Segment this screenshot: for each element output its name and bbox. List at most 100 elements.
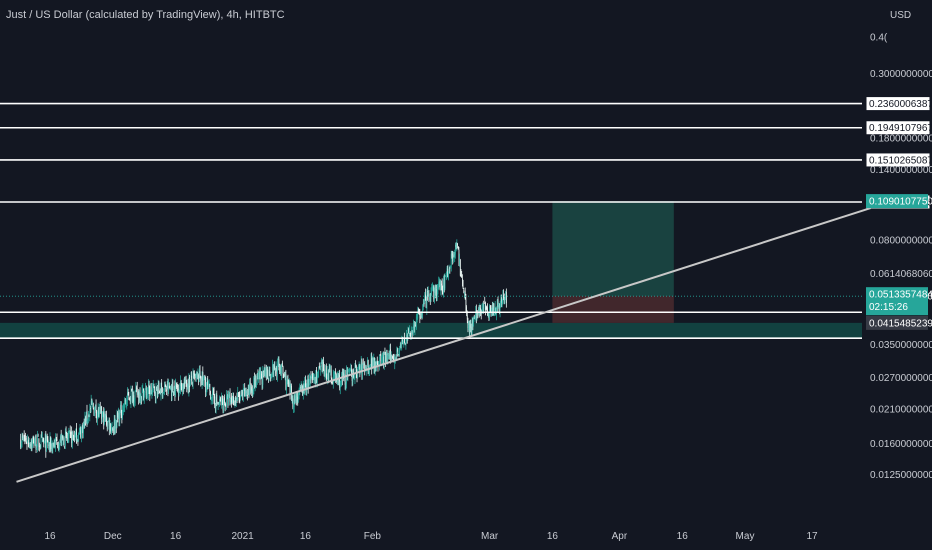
candle-body	[452, 254, 454, 261]
candle	[177, 384, 179, 401]
candle	[334, 371, 336, 379]
candle-body	[229, 394, 231, 402]
candle-body	[459, 259, 461, 265]
candle	[117, 407, 119, 419]
candle-body	[484, 302, 486, 304]
candle-body	[445, 273, 447, 276]
candle-body	[235, 398, 237, 402]
candle-body	[279, 365, 281, 373]
candle	[353, 374, 355, 380]
candle-body	[256, 382, 257, 387]
candle-body	[152, 388, 153, 390]
candle	[86, 404, 88, 427]
candle-body	[351, 369, 352, 372]
candle	[223, 398, 225, 414]
candle-body	[455, 244, 457, 248]
candle	[236, 392, 238, 403]
candle	[126, 395, 128, 410]
candle-body	[362, 362, 364, 365]
candle	[44, 433, 46, 448]
candle	[480, 309, 482, 320]
candle	[171, 378, 173, 401]
candle-body	[358, 364, 360, 368]
candle	[227, 390, 229, 408]
candle-body	[194, 373, 195, 376]
candle-body	[432, 286, 434, 288]
position-profit-zone[interactable]	[552, 201, 674, 297]
candle-body	[397, 352, 399, 354]
time-axis[interactable]: 16 Dec 16 2021 16 Feb Mar 16 Apr 16 May 17	[44, 531, 818, 542]
candle-body	[307, 379, 308, 390]
candle-body	[71, 431, 73, 444]
candle-body	[421, 313, 423, 315]
candle	[149, 385, 151, 402]
position-loss-zone[interactable]	[552, 296, 674, 323]
candle	[217, 401, 219, 411]
candle	[80, 426, 82, 439]
candle-body	[436, 287, 438, 296]
candle	[429, 296, 431, 301]
support-zone[interactable]	[0, 322, 862, 339]
candle	[104, 408, 105, 426]
candle-body	[242, 388, 244, 396]
candle-body	[122, 411, 123, 417]
position-tool-group[interactable]	[552, 201, 674, 323]
candle-body	[274, 366, 276, 369]
candle-body	[43, 442, 45, 444]
candle	[372, 357, 374, 368]
candle	[25, 432, 26, 442]
candle-body	[128, 397, 130, 400]
trend-line-group[interactable]	[16, 207, 871, 483]
candle-body	[57, 442, 59, 448]
candle-body	[474, 317, 476, 319]
candle-body	[240, 395, 241, 398]
candle-body	[353, 377, 355, 379]
candle	[505, 288, 507, 308]
candle	[292, 395, 294, 410]
candle	[174, 380, 176, 401]
candle	[261, 371, 262, 379]
candle	[82, 422, 84, 439]
candle	[288, 379, 290, 388]
candle-body	[476, 311, 478, 319]
candle-body	[294, 395, 296, 401]
trend-line[interactable]	[16, 207, 871, 483]
candle-body	[81, 426, 83, 428]
candle-body	[264, 368, 266, 376]
candle	[207, 375, 209, 390]
candle-body	[426, 292, 428, 310]
candle	[367, 359, 369, 374]
candle-body	[77, 438, 79, 441]
candle-body	[33, 438, 35, 446]
candle	[328, 363, 330, 383]
candle	[421, 312, 423, 320]
candle	[316, 366, 317, 384]
candle	[154, 391, 156, 404]
candle	[161, 386, 163, 399]
candle	[502, 289, 504, 305]
candle-body	[161, 382, 163, 388]
candle-body	[182, 383, 183, 390]
candle-body	[27, 439, 29, 443]
candle	[68, 427, 70, 443]
candle-body	[210, 398, 212, 400]
candle-body	[300, 387, 301, 388]
candle	[376, 356, 378, 366]
candle-body	[429, 297, 431, 298]
candle	[463, 287, 465, 294]
candle	[358, 364, 359, 372]
candle-body	[428, 293, 430, 298]
candle-body	[103, 412, 105, 426]
candle-body	[491, 308, 493, 312]
candle	[258, 370, 260, 383]
candle-body	[112, 428, 114, 431]
candle	[468, 321, 470, 331]
price-axis[interactable]: 0.4(0.3000000000 0.1800000000 0.1400000000…	[870, 32, 932, 481]
candle	[138, 389, 140, 403]
candle	[106, 420, 108, 432]
candle-body	[292, 398, 294, 408]
candle-body	[113, 429, 114, 431]
candle-body	[439, 281, 441, 290]
candle-body	[445, 275, 447, 277]
